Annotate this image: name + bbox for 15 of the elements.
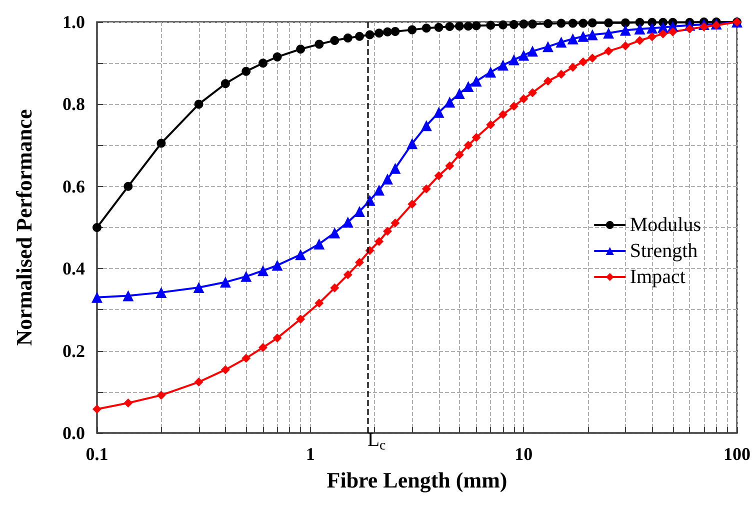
y-tick-label: 0.8: [62, 94, 85, 114]
y-tick-label: 0.2: [62, 340, 85, 361]
x-tick-label: 100: [724, 444, 750, 464]
x-axis-title: Fibre Length (mm): [326, 468, 508, 492]
x-tick-label: 1: [306, 444, 315, 464]
legend-label: Impact: [630, 266, 686, 288]
y-tick-label: 0.6: [62, 176, 85, 196]
x-tick-label: 10: [514, 444, 533, 464]
y-tick-label: 0.0: [62, 423, 85, 443]
legend-label: Modulus: [630, 214, 702, 236]
y-axis-title: Normalised Performance: [12, 109, 36, 346]
legend-label: Strength: [630, 240, 698, 262]
x-tick-label: 0.1: [86, 444, 108, 464]
y-tick-label: 1.0: [62, 12, 85, 32]
y-tick-label: 0.4: [62, 258, 85, 279]
